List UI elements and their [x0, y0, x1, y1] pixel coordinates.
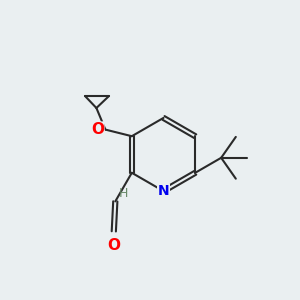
Text: H: H: [118, 188, 128, 200]
Text: N: N: [158, 184, 169, 198]
Text: O: O: [91, 122, 104, 137]
Text: O: O: [107, 238, 120, 253]
